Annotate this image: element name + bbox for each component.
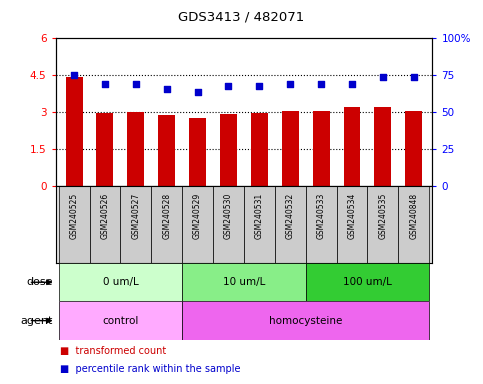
- Text: ■  transformed count: ■ transformed count: [60, 346, 167, 356]
- Bar: [58, 186, 89, 263]
- Bar: [58, 301, 182, 340]
- Text: GSM240532: GSM240532: [286, 192, 295, 238]
- Bar: [368, 186, 398, 263]
- Bar: [120, 186, 151, 263]
- Point: [70, 72, 78, 78]
- Bar: [182, 301, 429, 340]
- Text: agent: agent: [21, 316, 53, 326]
- Bar: [306, 186, 337, 263]
- Bar: [182, 186, 213, 263]
- Text: GSM240531: GSM240531: [255, 192, 264, 238]
- Point: [163, 86, 170, 92]
- Text: GSM240534: GSM240534: [347, 192, 356, 239]
- Bar: [306, 263, 429, 301]
- Bar: [151, 186, 182, 263]
- Text: GSM240525: GSM240525: [70, 192, 79, 238]
- Bar: [343, 108, 360, 186]
- Point: [379, 74, 387, 80]
- Bar: [398, 186, 429, 263]
- Text: dose: dose: [27, 277, 53, 287]
- Point: [286, 81, 294, 87]
- Bar: [89, 186, 120, 263]
- Text: GSM240529: GSM240529: [193, 192, 202, 238]
- Text: GSM240530: GSM240530: [224, 192, 233, 239]
- Text: GDS3413 / 482071: GDS3413 / 482071: [178, 11, 305, 24]
- Bar: [220, 114, 237, 186]
- Bar: [182, 263, 306, 301]
- Point: [132, 81, 140, 87]
- Bar: [213, 186, 244, 263]
- Bar: [374, 107, 391, 186]
- Bar: [405, 111, 422, 186]
- Point: [256, 83, 263, 89]
- Text: 10 um/L: 10 um/L: [223, 277, 265, 287]
- Text: 100 um/L: 100 um/L: [343, 277, 392, 287]
- Bar: [58, 263, 182, 301]
- Bar: [251, 113, 268, 186]
- Bar: [275, 186, 306, 263]
- Text: control: control: [102, 316, 139, 326]
- Bar: [244, 186, 275, 263]
- Bar: [313, 111, 329, 186]
- Point: [225, 83, 232, 89]
- Bar: [282, 111, 298, 186]
- Point: [317, 81, 325, 87]
- Text: GSM240533: GSM240533: [317, 192, 326, 239]
- Text: GSM240528: GSM240528: [162, 192, 171, 238]
- Bar: [97, 113, 114, 186]
- Bar: [337, 186, 368, 263]
- Text: GSM240527: GSM240527: [131, 192, 141, 238]
- Text: 0 um/L: 0 um/L: [102, 277, 138, 287]
- Point: [348, 81, 356, 87]
- Text: ■  percentile rank within the sample: ■ percentile rank within the sample: [60, 364, 241, 374]
- Bar: [189, 118, 206, 186]
- Text: GSM240526: GSM240526: [100, 192, 110, 238]
- Bar: [128, 112, 144, 186]
- Bar: [66, 77, 83, 186]
- Text: GSM240535: GSM240535: [378, 192, 387, 239]
- Text: homocysteine: homocysteine: [269, 316, 342, 326]
- Point: [101, 81, 109, 87]
- Point: [410, 74, 418, 80]
- Point: [194, 89, 201, 95]
- Bar: [158, 115, 175, 186]
- Text: GSM240848: GSM240848: [409, 192, 418, 238]
